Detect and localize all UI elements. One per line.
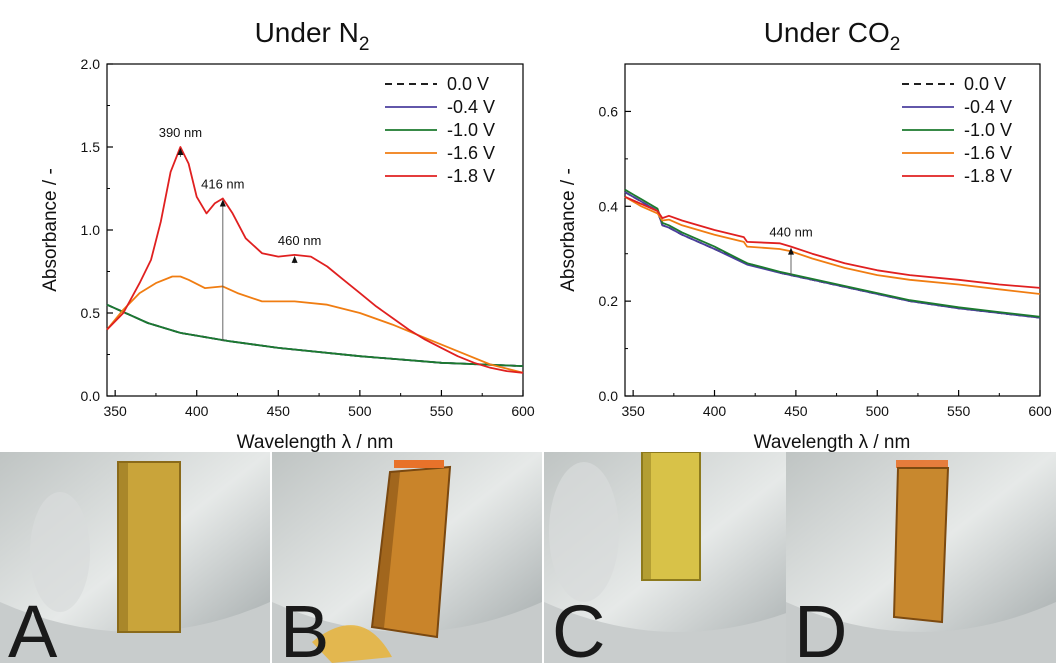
legend-label: -0.4 V [964, 97, 1012, 117]
photo-panel-c: C [544, 452, 814, 663]
series-line [106, 303, 524, 367]
photo-b-image [272, 452, 542, 663]
legend-label: -1.0 V [964, 120, 1012, 140]
chart1-y-axis-label: Absorbance / - [40, 168, 61, 292]
annotation-arrow-head [291, 255, 298, 263]
chart-under-n2: Under N2 0.0 0.5 1.0 1.5 2.0 350 400 450 500 550… [40, 17, 535, 452]
annotation-label: 390 nm [159, 125, 202, 140]
legend-label: 0.0 V [964, 74, 1006, 94]
chart2-x-axis-label: Wavelength λ / nm [754, 432, 911, 452]
annotation-arrow-head [177, 148, 184, 155]
x-tick-label: 550 [430, 403, 454, 419]
y-tick-label: 0.0 [81, 388, 101, 404]
electrode-strip [892, 467, 950, 624]
x-tick-label: 500 [866, 403, 890, 419]
x-tick-label: 550 [947, 403, 971, 419]
legend-label: -1.6 V [964, 143, 1012, 163]
panel-letter-a: A [8, 590, 58, 663]
x-tick-label: 450 [267, 403, 291, 419]
photo-panel-d: D [786, 452, 1056, 663]
series-line [106, 146, 524, 374]
photo-panel-a: A [0, 452, 270, 663]
x-tick-label: 350 [103, 403, 127, 419]
y-tick-label: 0.0 [599, 388, 619, 404]
annotation-label: 460 nm [278, 233, 321, 248]
y-tick-label: 0.4 [599, 198, 619, 214]
annotation-label: 416 nm [201, 176, 244, 191]
photo-c-image [544, 452, 814, 663]
series-line [624, 195, 1041, 289]
photo-panel-b: B [272, 452, 542, 663]
annotation-label: 440 nm [769, 225, 812, 240]
legend-label: -0.4 V [447, 97, 495, 117]
chart1-x-axis-label: Wavelength λ / nm [237, 432, 394, 452]
annotation-arrow-head [788, 247, 794, 255]
legend-label: -1.8 V [447, 166, 495, 186]
photo-d-image [786, 452, 1056, 663]
panel-letter-b: B [280, 590, 330, 663]
y-tick-label: 0.6 [599, 103, 619, 119]
x-tick-label: 500 [348, 403, 372, 419]
y-tick-label: 0.5 [81, 305, 101, 321]
legend-label: -1.0 V [447, 120, 495, 140]
y-tick-label: 1.5 [81, 139, 101, 155]
x-tick-label: 350 [621, 403, 645, 419]
series-line [624, 191, 1041, 319]
x-tick-label: 600 [1028, 403, 1052, 419]
x-tick-label: 400 [703, 403, 727, 419]
chart1-title: Under N2 [255, 17, 370, 55]
panel-letter-d: D [794, 590, 848, 663]
series-line [624, 188, 1041, 318]
chart-under-co2: Under CO2 0.0 0.2 0.4 0.6 350 400 450 500 550 60… [558, 17, 1052, 452]
photo-a-image [0, 452, 270, 663]
series-line [106, 275, 524, 374]
chart2-title: Under CO2 [764, 17, 901, 55]
charts-svg: Under N2 0.0 0.5 1.0 1.5 2.0 350 400 450 500 550… [40, 17, 1052, 452]
legend-label: -1.6 V [447, 143, 495, 163]
series-line [624, 191, 1041, 319]
x-tick-label: 600 [511, 403, 535, 419]
annotation-arrow-head [219, 199, 226, 207]
legend-label: -1.8 V [964, 166, 1012, 186]
panel-letter-c: C [552, 590, 606, 663]
series-line [624, 196, 1041, 295]
legend-label: 0.0 V [447, 74, 489, 94]
x-tick-label: 400 [185, 403, 209, 419]
x-tick-label: 450 [784, 403, 808, 419]
y-tick-label: 1.0 [81, 222, 101, 238]
chart2-plot-frame [624, 63, 1041, 397]
chart2-y-axis-label: Absorbance / - [558, 168, 579, 292]
y-tick-label: 2.0 [81, 56, 101, 72]
y-tick-label: 0.2 [599, 293, 619, 309]
